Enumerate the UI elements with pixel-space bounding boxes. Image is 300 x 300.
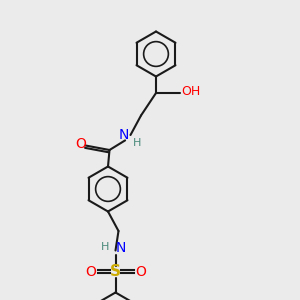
Text: O: O <box>85 265 96 278</box>
Text: H: H <box>101 242 109 253</box>
Text: S: S <box>110 264 121 279</box>
Text: N: N <box>119 128 129 142</box>
Text: OH: OH <box>182 85 201 98</box>
Text: O: O <box>135 265 146 278</box>
Text: N: N <box>116 241 126 254</box>
Text: O: O <box>76 137 86 151</box>
Text: H: H <box>133 138 141 148</box>
